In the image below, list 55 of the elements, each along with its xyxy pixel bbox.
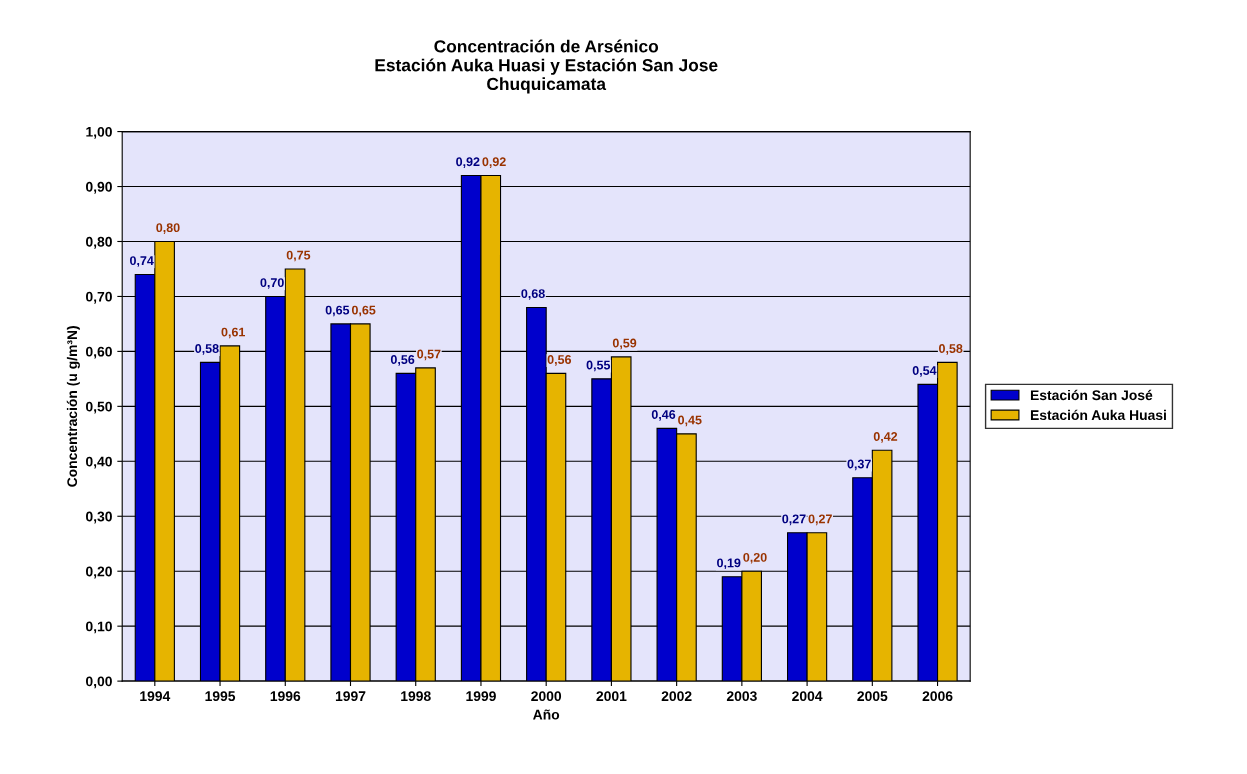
x-axis-title: Año [533, 709, 560, 720]
data-label: 0,75 [286, 250, 311, 262]
y-tick-label: 0,40 [86, 456, 112, 469]
y-tick-label: 0,10 [86, 621, 112, 634]
x-tick-label: 2001 [596, 691, 627, 702]
data-label: 0,92 [482, 157, 506, 168]
y-tick-label: 0,70 [86, 291, 112, 304]
data-label: 0,74 [130, 256, 154, 267]
data-label: 0,56 [390, 355, 415, 366]
legend-label: Estación Auka Huasi [1030, 409, 1166, 421]
y-tick-label: 0,20 [86, 566, 112, 579]
data-label: 0,58 [195, 344, 219, 355]
data-label: 0,37 [847, 459, 871, 471]
chart-title: Concentración de Arsénico Estación Auka Huasi y Estación San Jose Chuquicamata [375, 39, 718, 94]
data-label: 0,55 [586, 360, 611, 372]
data-label: 0,80 [156, 223, 180, 234]
x-tick-label: 2003 [726, 691, 757, 702]
y-tick-label: 0,00 [86, 676, 112, 689]
data-label: 0,42 [873, 432, 898, 443]
y-tick-label: 0,80 [86, 236, 112, 249]
y-tick-label: 0,30 [86, 511, 112, 524]
y-axis-title: Concentración (u g/m³N) [66, 326, 80, 487]
data-label: 0,56 [547, 355, 572, 366]
data-label: 0,27 [782, 514, 806, 526]
data-label: 0,65 [351, 305, 376, 317]
x-tick-label: 1995 [205, 691, 236, 702]
data-label: 0,70 [260, 278, 284, 289]
x-tick-label: 1997 [335, 691, 366, 702]
data-label: 0,68 [521, 289, 545, 300]
x-tick-label: 2000 [531, 691, 562, 702]
data-label: 0,54 [912, 366, 937, 377]
data-label: 0,57 [417, 349, 441, 361]
x-tick-label: 1998 [401, 691, 431, 702]
y-tick-label: 1,00 [86, 126, 112, 139]
data-label: 0,46 [651, 410, 676, 421]
data-label: 0,27 [808, 514, 832, 526]
x-tick-label: 1994 [140, 691, 171, 702]
data-label: 0,19 [717, 558, 741, 570]
legend-label: Estación San José [1030, 389, 1153, 401]
data-label: 0,92 [456, 157, 480, 168]
data-label: 0,45 [678, 415, 702, 427]
y-tick-label: 0,50 [86, 401, 112, 414]
x-tick-label: 2005 [857, 691, 888, 702]
x-tick-label: 1996 [270, 691, 301, 702]
data-label: 0,61 [221, 327, 246, 339]
y-tick-label: 0,90 [86, 181, 112, 194]
x-tick-label: 2006 [922, 691, 953, 702]
data-label: 0,58 [939, 344, 963, 355]
x-tick-label: 2004 [792, 691, 823, 702]
data-label: 0,59 [612, 338, 637, 350]
data-label: 0,20 [743, 552, 767, 564]
y-tick-label: 0,60 [86, 346, 112, 359]
x-tick-label: 1999 [466, 691, 496, 702]
data-label: 0,65 [325, 305, 350, 317]
x-tick-label: 2002 [661, 691, 692, 702]
